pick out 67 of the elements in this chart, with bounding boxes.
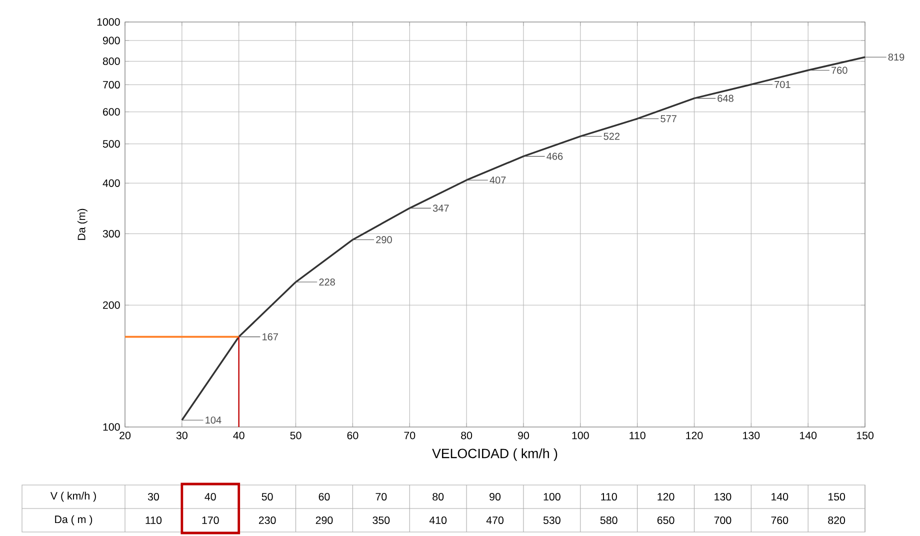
- data-label: 760: [832, 66, 848, 74]
- y-tick-label: 200: [103, 301, 120, 309]
- x-tick-label: 50: [262, 492, 273, 501]
- data-label: 290: [376, 236, 392, 244]
- y-tick-label: 100: [103, 423, 120, 431]
- x-axis-title: V ( km/h ): [50, 492, 96, 502]
- y-tick-label: 800: [102, 57, 120, 66]
- y-tick-label: 400: [102, 179, 120, 187]
- x-tick-label: 90: [518, 432, 529, 440]
- x-tick-label: 120: [658, 492, 674, 501]
- x-tick-label: 100: [572, 432, 589, 440]
- x-tick-label: 120: [686, 432, 703, 440]
- x-tick-label: 40: [233, 432, 244, 440]
- y-tick-label: 500: [102, 140, 120, 148]
- data-label: 820: [828, 516, 846, 524]
- x-tick-label: 150: [856, 432, 874, 440]
- data-label: 104: [206, 416, 222, 424]
- x-tick-label: 70: [404, 432, 416, 440]
- data-label: 580: [600, 516, 618, 524]
- data-label: 290: [316, 516, 333, 524]
- x-tick-label: 90: [490, 492, 501, 501]
- x-tick-label: 60: [347, 432, 358, 440]
- data-label: 170: [202, 516, 219, 524]
- data-label: 530: [543, 516, 560, 524]
- x-tick-label: 110: [601, 492, 617, 501]
- y-tick-label: Da ( m ): [55, 515, 92, 526]
- x-tick-label: 80: [461, 432, 472, 440]
- y-tick-label: 600: [103, 108, 120, 116]
- data-label: 650: [657, 516, 674, 524]
- data-label: 701: [774, 80, 790, 88]
- data-label: 350: [372, 516, 390, 524]
- data-label: 522: [604, 132, 620, 140]
- data-label: 410: [429, 516, 447, 524]
- data-label: 110: [146, 516, 162, 524]
- data-label: 407: [490, 176, 506, 184]
- y-tick-label: 900: [102, 36, 120, 44]
- x-tick-label: 110: [630, 432, 646, 440]
- y-tick-label: 700: [103, 80, 120, 89]
- y-tick-label: 300: [102, 230, 120, 238]
- x-tick-label: 50: [290, 432, 302, 440]
- x-tick-label: 80: [432, 492, 444, 501]
- x-tick-label: 20: [120, 432, 131, 440]
- x-tick-label: 30: [176, 432, 188, 440]
- x-tick-label: 100: [544, 492, 560, 501]
- data-label: 466: [546, 152, 563, 160]
- x-axis-title: VELOCIDAD ( km/h ): [432, 448, 558, 461]
- x-tick-label: 60: [318, 492, 330, 501]
- x-tick-label: 30: [148, 492, 159, 501]
- x-tick-label: 70: [376, 492, 387, 501]
- y-tick-label: 1000: [97, 18, 120, 26]
- x-tick-label: 150: [828, 492, 846, 501]
- data-label: 577: [660, 115, 676, 122]
- x-tick-label: 130: [743, 432, 760, 440]
- x-tick-label: 40: [204, 492, 216, 501]
- data-label: 760: [771, 516, 788, 524]
- data-label: 470: [486, 516, 504, 524]
- data-label: 228: [319, 278, 335, 286]
- data-label: 347: [432, 204, 449, 212]
- y-axis-title: Da (m): [77, 208, 88, 240]
- data-label: 230: [258, 516, 276, 524]
- x-tick-label: 140: [772, 492, 788, 501]
- x-tick-label: 140: [800, 432, 817, 440]
- x-tick-label: 130: [714, 492, 732, 501]
- data-label: 819: [888, 54, 904, 61]
- data-label: 648: [718, 94, 734, 102]
- data-label: 700: [714, 516, 732, 524]
- data-label: 167: [262, 333, 278, 340]
